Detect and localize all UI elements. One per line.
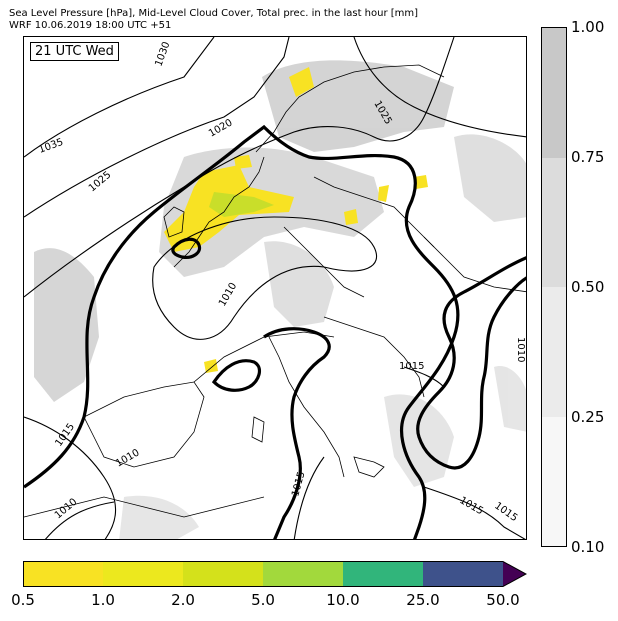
isobar-1025	[24, 37, 290, 218]
isobar-1010-sw	[45, 501, 115, 539]
isobar-layer	[24, 37, 526, 539]
precip-bar-outline	[23, 561, 527, 587]
isobar-1010-balkan	[403, 366, 445, 388]
coastline	[83, 381, 205, 468]
coastline	[323, 316, 425, 398]
isobar-1010-west	[24, 416, 117, 539]
isobar-1010-south	[293, 456, 325, 539]
cloud-bar-segment	[542, 287, 566, 417]
precip-bar-extend-arrow	[503, 561, 526, 587]
isobar-label: 1010	[515, 337, 526, 362]
cloud-cover-colorbar	[541, 27, 567, 547]
coastline	[173, 156, 265, 268]
cloud-bar-segment	[542, 416, 566, 546]
cloud-bar-tick-label: 0.75	[571, 148, 605, 166]
isobar-1015-se	[423, 486, 526, 539]
cloud-bar-tick-label: 0.25	[571, 408, 605, 426]
precip-patch	[378, 185, 389, 202]
precipitation-layer	[164, 67, 428, 373]
precip-bar-tick-label: 1.0	[91, 591, 115, 609]
cloud-bar-segment	[542, 157, 566, 287]
isobar-1015-alps	[211, 359, 262, 392]
coastline	[353, 456, 385, 478]
precip-bar-segment	[23, 561, 103, 587]
precip-bar-tick-label: 25.0	[406, 591, 440, 609]
precip-patch	[414, 175, 428, 189]
isobar-label: 1015	[399, 361, 424, 372]
isobar-1030	[24, 37, 215, 158]
precip-bar-tick-label: 50.0	[486, 591, 520, 609]
precip-bar-segment	[423, 561, 503, 587]
cloud-bar-segment	[542, 28, 566, 158]
coastline	[255, 64, 445, 153]
precip-bar-tick-label: 0.5	[11, 591, 35, 609]
chart-title: Sea Level Pressure [hPa], Mid-Level Clou…	[9, 8, 419, 19]
cloud-bar-tick-label: 0.10	[571, 538, 605, 556]
precip-bar-tick-label: 2.0	[171, 591, 195, 609]
cloud-patch	[34, 248, 99, 402]
border	[313, 176, 435, 248]
isobar-1015-small	[171, 237, 202, 259]
cloud-patch	[119, 495, 199, 539]
precip-bar-segment	[183, 561, 263, 587]
coastline	[24, 496, 265, 518]
precip-bar-tick-label: 5.0	[251, 591, 275, 609]
precip-bar-segment	[263, 561, 343, 587]
coastline	[268, 336, 345, 478]
isobar-1015-balkan	[416, 256, 526, 470]
precipitation-colorbar	[23, 561, 527, 587]
precip-bar-tick-label: 10.0	[326, 591, 360, 609]
coastline	[251, 416, 265, 443]
precip-patch	[289, 67, 314, 97]
cloud-patch	[264, 241, 334, 327]
precip-bar-segment	[343, 561, 423, 587]
precip-bar-segment	[103, 561, 183, 587]
isobar-1025-east	[353, 37, 526, 138]
weather-map: 1030 1035 1025 1020 1025 1010 1015 1010 …	[24, 37, 526, 539]
isobar-1015-low	[152, 216, 378, 340]
border	[423, 236, 526, 293]
thick-isobar-layer	[24, 124, 526, 539]
isobar-1020	[24, 37, 455, 298]
model-run-info: WRF 10.06.2019 18:00 UTC +51	[9, 20, 172, 31]
isobar-1015-italy	[263, 327, 331, 539]
cloud-bar-tick-label: 1.00	[571, 18, 605, 36]
precip-patch	[234, 155, 252, 169]
map-panel: 1030 1035 1025 1020 1025 1010 1015 1010 …	[23, 36, 527, 540]
coastline	[163, 206, 185, 238]
cloud-patch	[494, 366, 526, 432]
precip-patch	[344, 209, 358, 225]
cloud-bar-tick-label: 0.50	[571, 278, 605, 296]
cloud-patch	[454, 134, 526, 222]
precip-patch	[204, 359, 218, 373]
valid-time-label: 21 UTC Wed	[30, 42, 119, 61]
isobar-1015-main	[24, 124, 460, 539]
